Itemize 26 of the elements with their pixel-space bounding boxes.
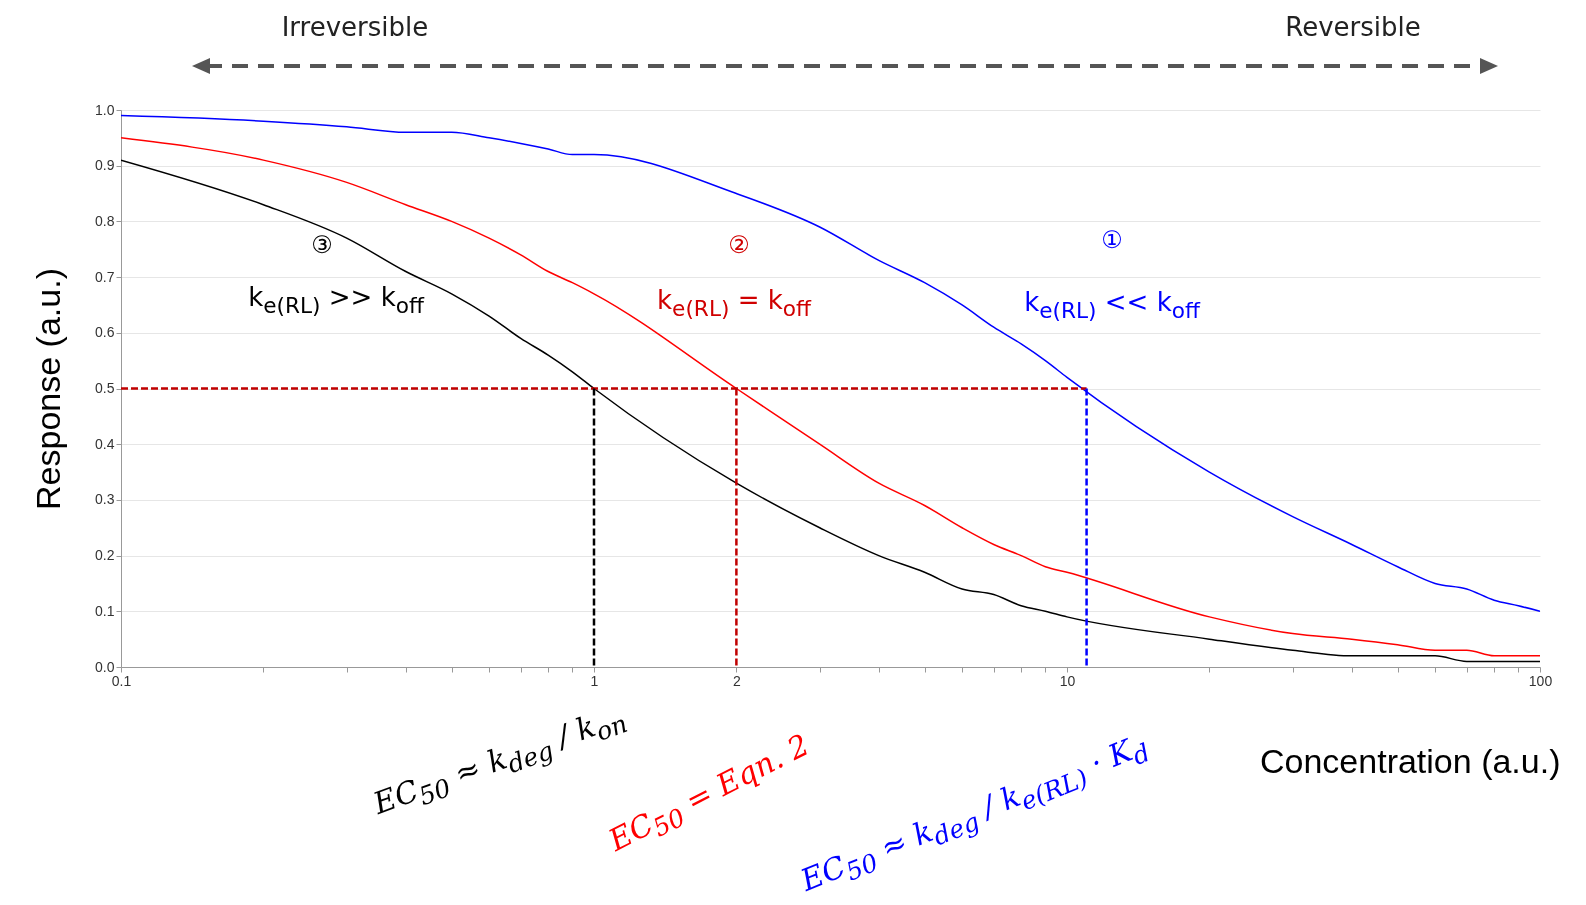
y-tick-label: 0.4 bbox=[95, 435, 115, 452]
x-tick-label: 100 bbox=[1528, 672, 1553, 689]
annotation: k$_{e(RL)}$ >> k$_{off}$ bbox=[248, 282, 424, 318]
y-tick-label: 0.7 bbox=[95, 268, 115, 285]
x-axis-title: Concentration (a.u.) bbox=[1260, 741, 1561, 780]
x-tick-label: 2 bbox=[732, 672, 741, 689]
text: Reversible bbox=[1285, 12, 1421, 42]
y-tick-label: 0.9 bbox=[95, 157, 115, 174]
x-tick-label: 1 bbox=[590, 672, 599, 689]
y-tick-label: 0.1 bbox=[95, 602, 115, 619]
y-tick-label: 0.3 bbox=[95, 491, 115, 508]
y-tick-label: 0.8 bbox=[95, 212, 115, 229]
annotation: k$_{e(RL)}$ << k$_{off}$ bbox=[1024, 287, 1200, 323]
annotation: ② bbox=[728, 231, 750, 259]
y-axis-title: Response (a.u.) bbox=[29, 268, 68, 510]
y-tick-label: 0.2 bbox=[95, 547, 115, 564]
annotation: k$_{e(RL)}$ = k$_{off}$ bbox=[657, 285, 811, 321]
y-tick-label: 0.6 bbox=[95, 324, 115, 341]
annotation: ① bbox=[1101, 226, 1123, 254]
text: Irreversible bbox=[281, 12, 429, 42]
x-tick-label: 0.1 bbox=[111, 672, 132, 689]
y-tick-label: 0.5 bbox=[95, 380, 115, 396]
x-tick-label: 10 bbox=[1059, 672, 1076, 689]
annotation: ③ bbox=[311, 231, 333, 259]
y-tick-label: 1.0 bbox=[95, 101, 115, 118]
y-tick-label: 0.0 bbox=[95, 658, 115, 675]
